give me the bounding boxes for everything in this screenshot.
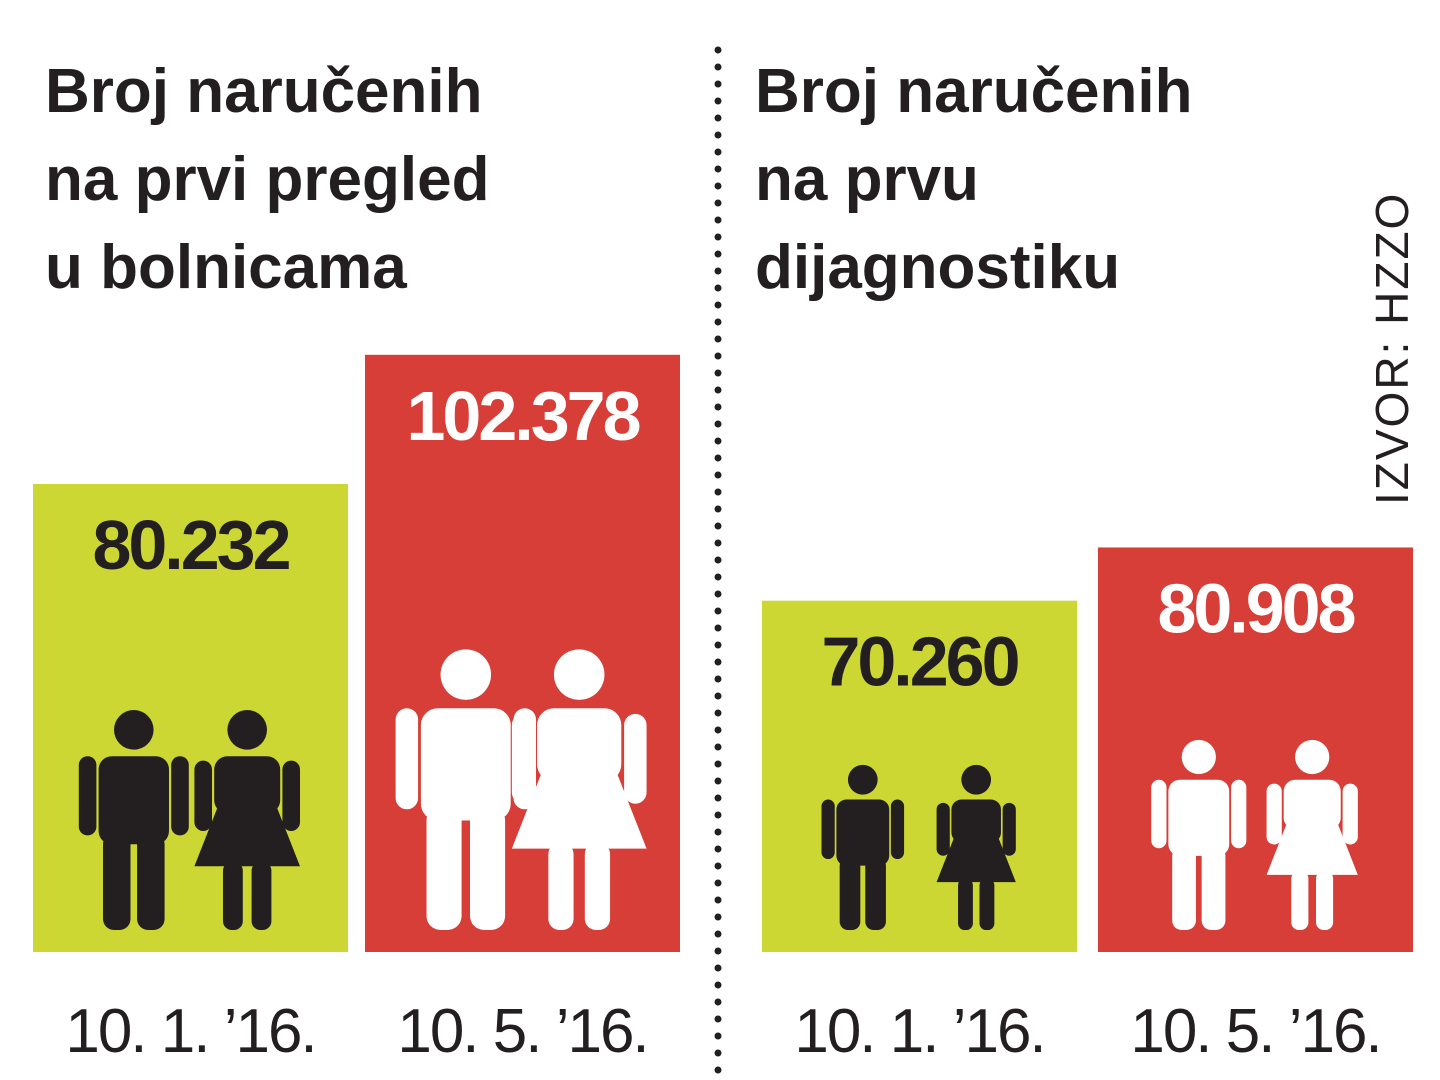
icon-skirt (936, 835, 1016, 883)
icon-man (821, 764, 905, 930)
icon-head (440, 649, 492, 700)
icon-leg (839, 857, 861, 930)
chart-title: na prvu (755, 145, 979, 214)
icon-torso (420, 708, 511, 821)
icon-leg (426, 806, 462, 930)
icon-arm (1231, 779, 1247, 849)
icon-head (1295, 739, 1330, 775)
icon-leg (103, 833, 131, 930)
icon-leg (223, 861, 243, 930)
icon-arm (171, 756, 189, 836)
icon-torso (1283, 779, 1341, 830)
icon-arm (282, 760, 300, 832)
value-label: 70.260 (821, 623, 1018, 701)
icon-arm (890, 799, 905, 860)
icon-leg (865, 857, 886, 930)
bar (762, 600, 1077, 952)
icon-leg (1172, 846, 1196, 930)
icon-torso (214, 756, 281, 814)
icon-torso (951, 799, 1001, 843)
icon-woman (936, 764, 1016, 930)
bar (365, 354, 680, 952)
icon-torso (836, 799, 890, 866)
value-label: 102.378 (406, 377, 639, 455)
icon-skirt (511, 770, 647, 849)
chart-title: Broj naručenih (755, 57, 1193, 126)
chart-title: na prvi pregled (45, 145, 489, 214)
icon-arm (1342, 783, 1358, 845)
x-tick-label: 10. 5. ’16. (1130, 997, 1380, 1066)
x-tick-label: 10. 5. ’16. (397, 997, 647, 1066)
icon-woman (1266, 739, 1358, 930)
icon-arm (511, 713, 535, 804)
icon-skirt (1266, 821, 1358, 875)
icon-leg (548, 842, 574, 930)
icon-head (1181, 739, 1216, 775)
icon-leg (1291, 871, 1309, 930)
icon-arm (936, 802, 950, 856)
icon-leg (958, 878, 973, 930)
icon-arm (395, 708, 419, 810)
icon-head (847, 764, 878, 795)
chart-title: dijagnostiku (755, 233, 1120, 302)
icon-arm (1002, 802, 1016, 856)
icon-head (227, 710, 267, 750)
icon-woman (194, 710, 300, 930)
icon-man (78, 710, 189, 930)
chart-title: u bolnicama (45, 233, 407, 302)
icon-skirt (194, 804, 300, 867)
icon-leg (979, 878, 995, 930)
chart-title: Broj naručenih (45, 57, 483, 126)
icon-head (553, 649, 605, 700)
icon-arm (1151, 779, 1167, 849)
icon-woman (511, 649, 647, 930)
icon-torso (1168, 779, 1230, 856)
x-tick-label: 10. 1. ’16. (794, 997, 1044, 1066)
icon-arm (624, 713, 647, 804)
icon-head (961, 764, 992, 795)
bar (33, 483, 348, 952)
icon-head (114, 710, 154, 750)
x-tick-label: 10. 1. ’16. (65, 997, 315, 1066)
icon-leg (470, 806, 506, 930)
value-label: 80.908 (1157, 569, 1354, 647)
icon-leg (1201, 846, 1226, 930)
icon-arm (1266, 783, 1282, 845)
icon-leg (584, 842, 611, 930)
icon-arm (821, 799, 835, 860)
value-label: 80.232 (92, 506, 289, 584)
icon-arm (194, 760, 213, 832)
icon-torso (537, 708, 622, 782)
icon-leg (1316, 871, 1334, 930)
bar (1098, 547, 1413, 952)
icon-arm (78, 756, 97, 836)
icon-man (1151, 739, 1247, 930)
icon-leg (137, 833, 165, 930)
icon-leg (251, 861, 272, 930)
icon-torso (98, 756, 169, 845)
source: IZVOR: HZZO (1366, 192, 1418, 505)
